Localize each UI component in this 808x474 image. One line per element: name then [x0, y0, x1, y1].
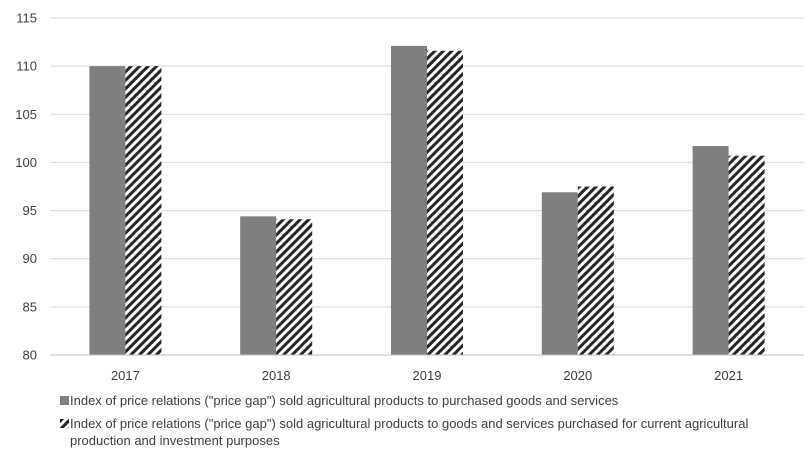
y-tick-label: 105	[15, 107, 37, 122]
y-axis-tick-labels: 80 85 90 95 100 105 110 115	[15, 11, 37, 363]
bar-2021-series-2	[728, 155, 765, 355]
legend-swatch-hatch-icon	[60, 419, 69, 428]
legend: Index of price relations ("price gap") s…	[60, 392, 805, 455]
y-tick-label: 80	[23, 348, 37, 363]
legend-label-series-1: Index of price relations ("price gap") s…	[70, 393, 619, 408]
x-axis-tick-labels: 2017 2018 2019 2020 2021	[111, 368, 743, 383]
y-tick-label: 115	[16, 11, 37, 26]
x-tick-label: 2019	[413, 368, 442, 383]
legend-item-series-1: Index of price relations ("price gap") s…	[60, 392, 805, 409]
y-tick-label: 100	[15, 155, 37, 170]
legend-swatch-solid-icon	[60, 396, 69, 405]
bar-2019-series-1	[391, 45, 427, 356]
x-tick-label: 2021	[714, 368, 743, 383]
bar-2018-series-1	[240, 216, 277, 355]
y-tick-label: 85	[23, 299, 37, 314]
x-tick-label: 2020	[563, 368, 592, 383]
y-tick-label: 110	[16, 59, 37, 74]
bar-chart: 80 85 90 95 100 105 110 115 2017 2018 2019 2020 202…	[15, 11, 804, 383]
bars	[89, 45, 765, 356]
x-tick-label: 2017	[111, 368, 140, 383]
y-tick-label: 95	[23, 203, 37, 218]
bar-2020-series-1	[541, 192, 578, 355]
bar-2017-series-1	[89, 66, 126, 356]
legend-item-series-2: Index of price relations ("price gap") s…	[60, 415, 805, 449]
legend-label-series-2: Index of price relations ("price gap") s…	[70, 416, 749, 448]
bar-2020-series-2	[577, 186, 614, 355]
bar-2021-series-1	[692, 146, 729, 355]
bar-2017-series-2	[125, 66, 162, 356]
x-tick-label: 2018	[262, 368, 291, 383]
y-tick-label: 90	[23, 251, 37, 266]
bar-2019-series-2	[427, 50, 463, 355]
bar-2018-series-2	[276, 219, 313, 355]
